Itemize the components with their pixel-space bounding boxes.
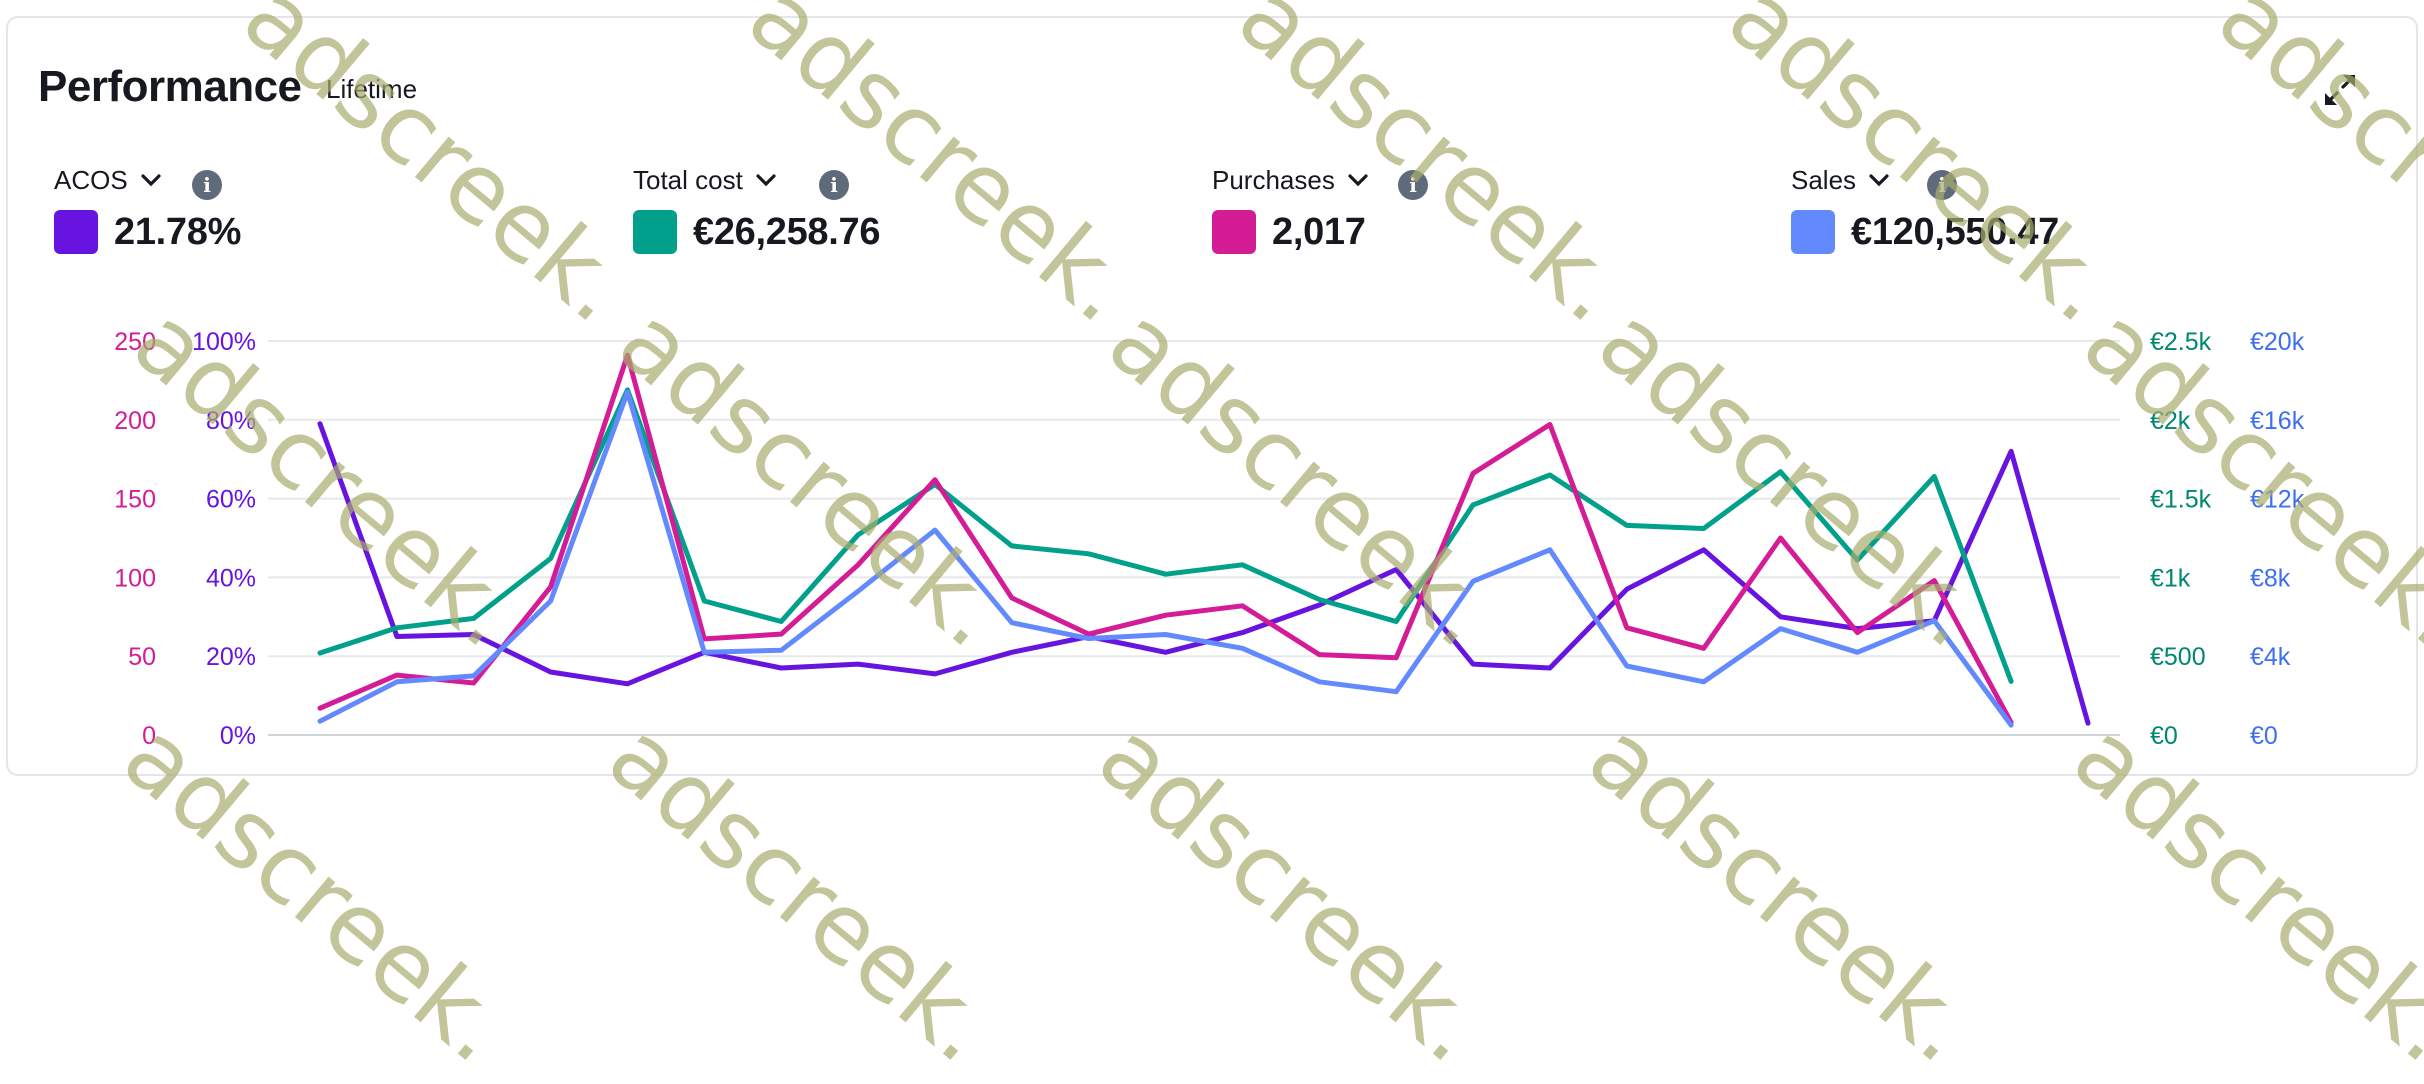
series-color-swatch	[54, 210, 98, 254]
info-icon[interactable]: i	[1398, 170, 1428, 200]
date-range-label: Lifetime	[326, 74, 418, 104]
sales-axis-tick-label: €8k	[2250, 564, 2291, 592]
metric-label: Purchases	[1212, 164, 1335, 195]
series-color-swatch	[1791, 210, 1835, 254]
series-line-sales	[317, 389, 2014, 728]
series-line-acos	[317, 421, 2091, 726]
sales-axis-tick-label: €12k	[2250, 486, 2305, 514]
expand-arrows-icon[interactable]	[2322, 72, 2358, 108]
cost-axis-tick-label: €2.5k	[2150, 328, 2212, 356]
metric-purchases[interactable]: Purchases i 2,017	[1212, 160, 1428, 254]
performance-card	[6, 16, 2418, 776]
cost-axis-tick-label: €2k	[2150, 407, 2191, 435]
purchases-axis-tick-label: 250	[114, 328, 156, 356]
sales-axis-tick-label: €4k	[2250, 643, 2291, 671]
purchases-axis-tick-label: 50	[128, 643, 156, 671]
acos-axis-tick-label: 20%	[206, 643, 256, 671]
metric-sales[interactable]: Sales i €120,550.47	[1791, 160, 2059, 254]
metric-value: 2,017	[1272, 210, 1366, 253]
acos-axis-tick-label: 0%	[220, 722, 256, 750]
chevron-down-icon[interactable]	[140, 169, 162, 191]
info-icon[interactable]: i	[192, 170, 222, 200]
series-color-swatch	[1212, 210, 1256, 254]
cost-axis-tick-label: €1.5k	[2150, 486, 2212, 514]
series-line-total-cost	[317, 387, 2014, 684]
acos-axis-tick-label: 80%	[206, 407, 256, 435]
acos-axis-tick-label: 40%	[206, 564, 256, 592]
chevron-down-icon[interactable]	[1868, 169, 1890, 191]
purchases-axis-tick-label: 150	[114, 486, 156, 514]
metric-total-cost[interactable]: Total cost i €26,258.76	[633, 160, 880, 254]
cost-axis-tick-label: €500	[2150, 643, 2206, 671]
metric-value: €26,258.76	[693, 210, 881, 253]
sales-axis-tick-label: €0	[2250, 722, 2278, 750]
metric-value: 21.78%	[114, 210, 242, 253]
purchases-axis-tick-label: 100	[114, 564, 156, 592]
metric-value: €120,550.47	[1851, 210, 2060, 253]
cost-axis-tick-label: €1k	[2150, 564, 2191, 592]
metric-label: ACOS	[54, 164, 128, 195]
chevron-down-icon[interactable]	[1347, 169, 1369, 191]
chevron-down-icon[interactable]	[755, 169, 777, 191]
info-icon[interactable]: i	[1927, 170, 1957, 200]
metric-label: Total cost	[633, 164, 743, 195]
cost-axis-tick-label: €0	[2150, 722, 2178, 750]
series-color-swatch	[633, 210, 677, 254]
performance-line-chart: 0 50 100 150 200 250 0% 20% 40% 60% 80% 100% €0 €500 €…	[114, 328, 2305, 750]
acos-axis-tick-label: 100%	[192, 328, 256, 356]
sales-axis-tick-label: €20k	[2250, 328, 2305, 356]
info-icon[interactable]: i	[819, 170, 849, 200]
metric-label: Sales	[1791, 164, 1857, 195]
sales-axis-tick-label: €16k	[2250, 407, 2305, 435]
acos-axis-tick-label: 60%	[206, 486, 256, 514]
metric-acos[interactable]: ACOS i 21.78%	[54, 160, 241, 254]
purchases-axis-tick-label: 200	[114, 407, 156, 435]
page-title: Performance	[38, 62, 302, 111]
series-line-purchases	[317, 352, 2014, 725]
purchases-axis-tick-label: 0	[142, 722, 156, 750]
